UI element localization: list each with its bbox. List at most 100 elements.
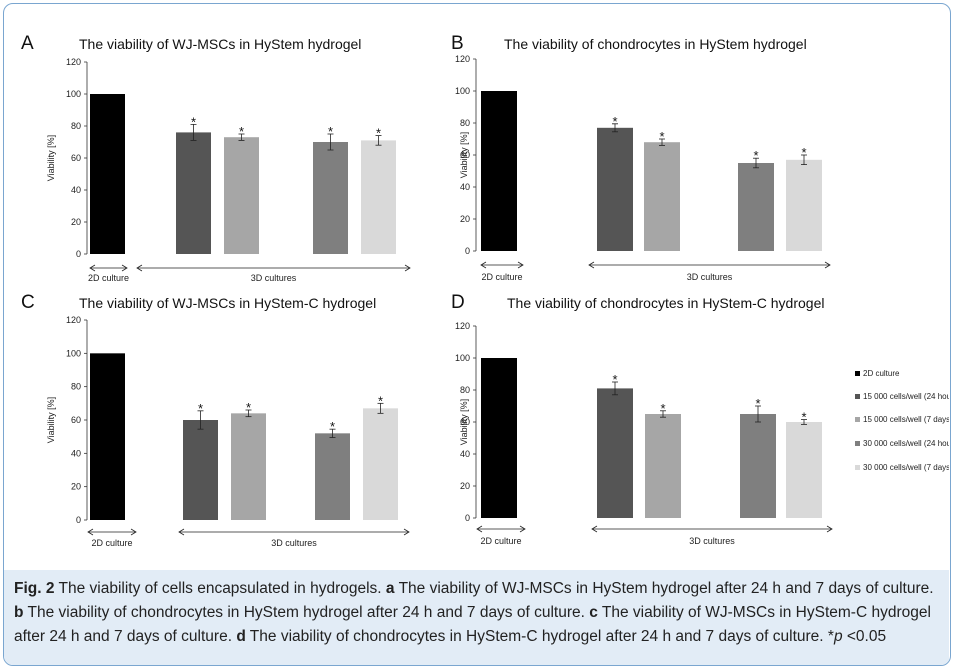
panel-d-group-label-3d: 3D cultures	[689, 536, 735, 546]
panel-b-bar	[597, 127, 633, 251]
panel-c-bar	[231, 413, 266, 520]
legend-label: 15 000 cells/well (7 days)	[863, 415, 949, 424]
legend-label: 2D culture	[863, 369, 900, 378]
panel-d-bar	[597, 388, 633, 518]
panel-a-y-tick-label: 60	[71, 153, 81, 163]
panel-a-y-axis-label: Viability [%]	[46, 135, 56, 181]
panel-b-y-tick-label: 60	[460, 150, 470, 160]
panel-b-significance-star: *	[612, 114, 617, 129]
panel-d-bracket-3d-arrow-right	[826, 525, 833, 533]
panel-b-group-label-2d: 2D culture	[481, 272, 522, 282]
caption-part-a: The viability of WJ-MSCs in HyStem hydro…	[394, 580, 934, 597]
panel-c-bracket-3d-arrow-right	[403, 528, 410, 536]
panel-c-bar	[90, 353, 125, 520]
panel-b-y-tick-label: 100	[455, 86, 470, 96]
panel-b-title: The viability of chondrocytes in HyStem …	[504, 36, 807, 52]
panel-c-group-label-2d: 2D culture	[91, 538, 132, 548]
panel-c-significance-star: *	[246, 400, 251, 415]
panel-c-bracket-2d-arrow-left	[87, 528, 94, 536]
panel-a-significance-star: *	[191, 114, 196, 129]
panel-a-y-tick-label: 20	[71, 217, 81, 227]
panel-b-bar	[786, 159, 822, 251]
legend-swatch	[855, 465, 860, 470]
panel-d-y-tick-label: 20	[460, 481, 470, 491]
panel-d-bracket-2d-arrow-right	[519, 525, 526, 533]
panel-b-significance-star: *	[801, 145, 806, 160]
panel-d-y-axis-label: Viability [%]	[459, 399, 469, 445]
panel-b-y-axis-label: Viability [%]	[459, 132, 469, 178]
panel-b-bracket-3d-arrow-right	[824, 261, 831, 269]
caption-part-b: The viability of chondrocytes in HyStem …	[23, 604, 590, 621]
panel-c-y-axis-label: Viability [%]	[46, 397, 56, 443]
panel-c-significance-star: *	[378, 393, 383, 408]
panel-c-bracket-3d-arrow-left	[178, 528, 185, 536]
panel-d-bar	[481, 358, 517, 518]
panel-c-bar	[183, 420, 218, 520]
caption-star: *	[827, 628, 834, 645]
figure-frame: A The viability of WJ-MSCs in HyStem hydr…	[3, 3, 951, 666]
panel-a-y-tick-label: 120	[66, 57, 81, 67]
legend-swatch	[855, 441, 860, 446]
panel-c-bar	[363, 408, 398, 520]
panel-c-y-tick-label: 60	[71, 415, 81, 425]
panel-d-title: The viability of chondrocytes in HyStem-…	[507, 295, 824, 311]
panel-c-bar	[315, 433, 350, 520]
panel-d-bracket-3d-arrow-left	[591, 525, 598, 533]
panel-d-group-label-2d: 2D culture	[480, 536, 521, 546]
panel-a-bar	[90, 94, 125, 254]
figure-caption: Fig. 2 The viability of cells encapsulat…	[4, 570, 949, 665]
panel-b-y-tick-label: 80	[460, 118, 470, 128]
panel-c-significance-star: *	[330, 419, 335, 434]
panel-a-bracket-2d-arrow-left	[89, 264, 96, 272]
panel-d-y-tick-label: 80	[460, 385, 470, 395]
caption-letter-c: c	[589, 604, 598, 621]
panel-c-group-label-3d: 3D cultures	[271, 538, 317, 548]
panel-c-y-tick-label: 0	[76, 515, 81, 525]
panel-a-bracket-2d-arrow-right	[121, 264, 128, 272]
panel-d-y-tick-label: 0	[465, 513, 470, 523]
panel-d-significance-star: *	[660, 401, 665, 416]
panel-d-letter: D	[451, 292, 465, 313]
panel-d-significance-star: *	[612, 372, 617, 387]
panel-d-y-tick-label: 60	[460, 417, 470, 427]
panel-d-bar	[645, 414, 681, 518]
panel-c-bracket-2d-arrow-right	[130, 528, 137, 536]
panel-a-significance-star: *	[376, 126, 381, 141]
panel-b-y-tick-label: 20	[460, 214, 470, 224]
panel-d-y-tick-label: 100	[455, 353, 470, 363]
panel-c-y-tick-label: 20	[71, 482, 81, 492]
panel-a-y-tick-label: 40	[71, 185, 81, 195]
caption-threshold: <0.05	[842, 628, 887, 645]
legend-label: 30 000 cells/well (24 hours)	[863, 439, 949, 448]
panel-d-y-tick-label: 120	[455, 321, 470, 331]
panel-d-significance-star: *	[801, 410, 806, 425]
panel-d-significance-star: *	[755, 396, 760, 411]
panel-d-y-tick-label: 40	[460, 449, 470, 459]
caption-part-d: The viability of chondrocytes in HyStem-…	[245, 628, 828, 645]
panel-a-y-tick-label: 100	[66, 89, 81, 99]
panel-b-bracket-3d-arrow-left	[588, 261, 595, 269]
panel-d-bar	[740, 414, 776, 518]
panel-c-y-tick-label: 40	[71, 448, 81, 458]
panel-b-y-tick-label: 120	[455, 54, 470, 64]
caption-letter-b: b	[14, 604, 24, 621]
panel-c-y-tick-label: 80	[71, 382, 81, 392]
panel-b-significance-star: *	[659, 129, 664, 144]
panel-b-y-tick-label: 40	[460, 182, 470, 192]
legend-label: 30 000 cells/well (7 days)	[863, 463, 949, 472]
panel-b-bracket-2d-arrow-right	[517, 261, 524, 269]
caption-part-c: The viability of WJ-MSCs in HyStem-C hyd…	[14, 604, 931, 645]
panel-a-group-label-3d: 3D cultures	[251, 273, 297, 283]
panel-a-bracket-3d-arrow-right	[404, 264, 411, 272]
panel-a-bar	[361, 140, 396, 254]
panel-b-letter: B	[451, 33, 464, 54]
panel-d-bar	[786, 422, 822, 518]
panel-a-significance-star: *	[239, 124, 244, 139]
panel-b-bar	[644, 142, 680, 251]
panel-a-bar	[313, 142, 348, 254]
panel-d-bracket-2d-arrow-left	[476, 525, 483, 533]
legend-swatch	[855, 394, 860, 399]
panel-b-bracket-2d-arrow-left	[480, 261, 487, 269]
panel-a-y-tick-label: 80	[71, 121, 81, 131]
panel-b-y-tick-label: 0	[465, 246, 470, 256]
